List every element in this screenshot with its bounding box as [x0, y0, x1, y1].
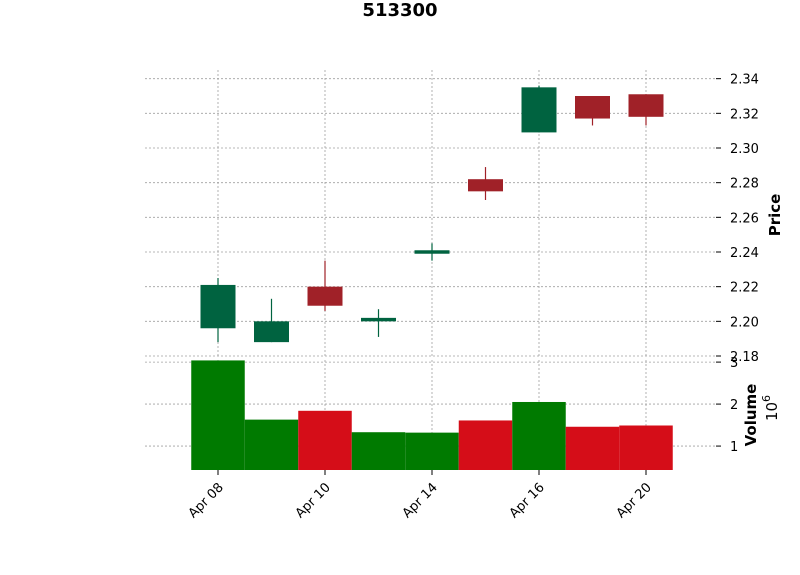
volume-bar — [351, 432, 406, 470]
candle-body — [254, 321, 289, 343]
candle-body — [628, 94, 664, 117]
volume-axis-label: Volume — [742, 384, 760, 447]
price-tick-label: 2.24 — [730, 246, 759, 261]
candle-body — [200, 284, 236, 329]
volume-bar — [512, 401, 566, 470]
volume-bar — [405, 432, 459, 470]
price-tick-label: 2.30 — [730, 142, 759, 157]
price-tick-label: 2.18 — [730, 350, 759, 365]
candle-body — [307, 286, 343, 306]
x-tick-label: Apr 14 — [400, 480, 441, 521]
candle-body — [361, 317, 396, 322]
volume-scale-factor: 106 — [760, 395, 781, 421]
volume-bars — [191, 360, 673, 470]
price-tick-label: 2.22 — [730, 281, 759, 296]
candle-body — [521, 87, 557, 133]
volume-bar — [244, 419, 299, 470]
volume-tick-label: 3 — [730, 356, 738, 371]
price-tick-label: 2.34 — [730, 73, 759, 88]
candle-body — [575, 96, 610, 119]
volume-bar — [565, 426, 620, 470]
volume-y-axis: 1 2 3 — [716, 356, 738, 455]
volume-tick-label: 1 — [730, 440, 738, 455]
x-tick-label: Apr 10 — [293, 480, 334, 521]
volume-bar — [619, 425, 673, 470]
price-tick-label: 2.28 — [730, 177, 759, 192]
candle-body — [414, 250, 450, 254]
volume-bar — [458, 420, 513, 470]
price-tick-label: 2.26 — [730, 211, 759, 226]
x-tick-label: Apr 16 — [507, 480, 548, 521]
price-axis-label: Price — [766, 194, 784, 237]
price-tick-label: 2.32 — [730, 107, 759, 122]
candle-body — [468, 179, 503, 192]
x-tick-label: Apr 08 — [186, 480, 227, 521]
volume-bar — [298, 410, 352, 470]
volume-scale-exponent: 6 — [760, 395, 773, 402]
volume-bar — [191, 360, 245, 470]
x-tick-label: Apr 20 — [614, 480, 655, 521]
candlesticks — [200, 85, 664, 343]
volume-tick-label: 2 — [730, 398, 738, 413]
price-y-axis: 2.18 2.20 2.22 2.24 2.26 2.28 2.30 2.32 2.34 — [716, 73, 759, 365]
x-axis: Apr 08 Apr 10 Apr 14 Apr 16 Apr 20 — [186, 470, 655, 521]
price-tick-label: 2.20 — [730, 315, 759, 330]
chart-title: 513300 — [362, 0, 438, 21]
